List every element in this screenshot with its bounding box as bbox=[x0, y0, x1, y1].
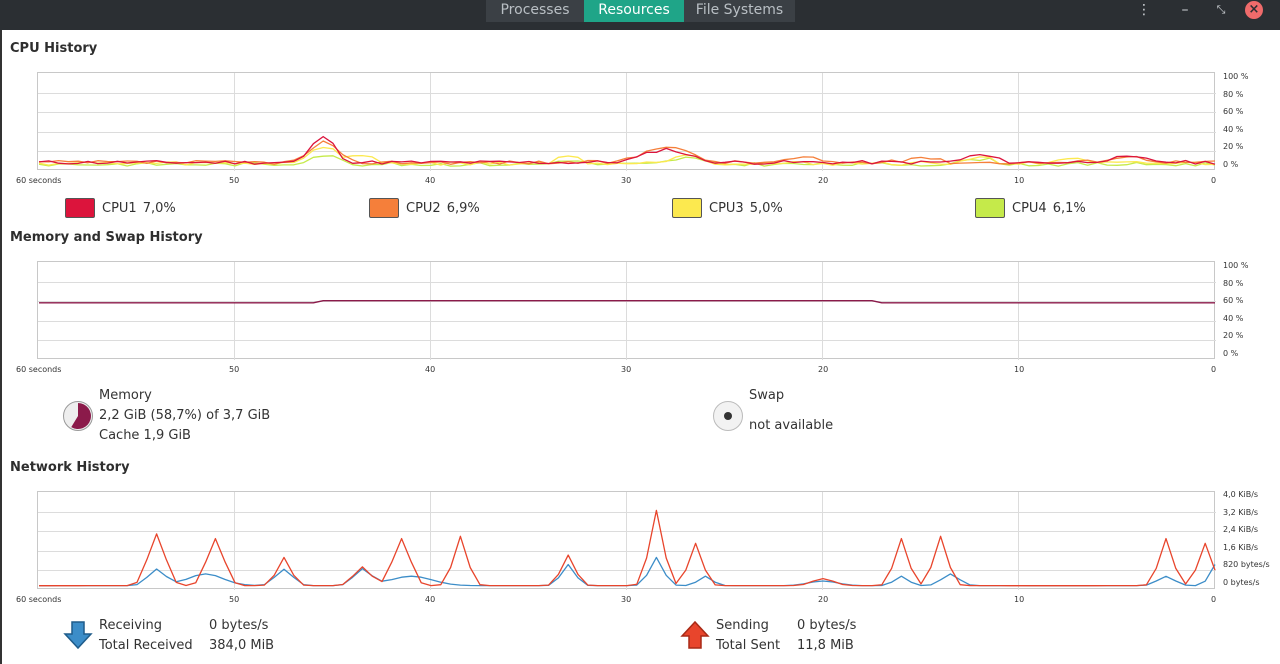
memory-x-tick-label: 30 bbox=[621, 365, 632, 374]
cpu-y-tick-label: 60 % bbox=[1223, 107, 1244, 117]
network-x-tick-label: 20 bbox=[818, 595, 829, 604]
cpu1-value: 7,0% bbox=[142, 200, 176, 216]
memory-y-tick-label: 40 % bbox=[1223, 313, 1244, 323]
cpu-x-tick-label: 20 bbox=[818, 176, 829, 185]
cpu1-label: CPU1 bbox=[102, 200, 137, 216]
total-sent-label: Total Sent bbox=[716, 638, 781, 653]
total-received-label: Total Received bbox=[99, 638, 193, 653]
cpu2-label: CPU2 bbox=[406, 200, 441, 216]
cpu4-color-swatch[interactable] bbox=[975, 198, 1005, 218]
download-arrow-icon[interactable] bbox=[63, 620, 93, 650]
legend-cpu4[interactable]: CPU4 6,1% bbox=[975, 197, 1092, 219]
memory-y-tick-label: 80 % bbox=[1223, 278, 1244, 288]
memory-x-tick-label: 20 bbox=[818, 365, 829, 374]
network-x-tick-label: 0 bbox=[1211, 595, 1217, 604]
swap-info: Swap not available bbox=[749, 386, 833, 436]
maximize-icon[interactable]: ⤡ bbox=[1216, 3, 1226, 16]
network-send-line bbox=[39, 509, 1216, 587]
cpu3-label: CPU3 bbox=[709, 200, 744, 216]
sending-label: Sending bbox=[716, 618, 769, 633]
memory-history-graph bbox=[37, 261, 1216, 360]
tab-file-systems[interactable]: File Systems bbox=[684, 0, 795, 22]
memory-history-title: Memory and Swap History bbox=[10, 230, 203, 245]
memory-y-tick-label: 60 % bbox=[1223, 296, 1244, 306]
network-y-tick-label: 4,0 KiB/s bbox=[1223, 490, 1259, 499]
sending-value: 0 bytes/s bbox=[797, 618, 857, 633]
legend-cpu2[interactable]: CPU2 6,9% bbox=[369, 197, 486, 219]
cpu-x-tick-label: 10 bbox=[1014, 176, 1025, 185]
network-y-tick-label: 2,4 KiB/s bbox=[1223, 525, 1259, 535]
receiving-value: 0 bytes/s bbox=[209, 618, 269, 633]
cpu-x-tick-label: 40 bbox=[425, 176, 436, 185]
network-y-tick-label: 0 bytes/s bbox=[1223, 578, 1260, 587]
network-y-tick-label: 820 bytes/s bbox=[1223, 560, 1270, 570]
kebab-menu-icon[interactable]: ⋮ bbox=[1137, 2, 1151, 18]
network-x-tick-label: 30 bbox=[621, 595, 632, 604]
swap-label: Swap bbox=[749, 388, 785, 403]
tab-processes[interactable]: Processes bbox=[486, 0, 584, 22]
swap-pie-icon[interactable] bbox=[713, 401, 743, 431]
swap-value: not available bbox=[749, 418, 834, 433]
network-x-tick-label: 50 bbox=[229, 595, 240, 604]
cpu-history-graph bbox=[37, 72, 1216, 171]
cpu1-color-swatch[interactable] bbox=[65, 198, 95, 218]
network-x-tick-label: 60 seconds bbox=[16, 595, 62, 604]
legend-cpu1[interactable]: CPU1 7,0% bbox=[65, 197, 182, 219]
memory-cache: Cache 1,9 GiB bbox=[99, 428, 191, 443]
cpu-x-tick-label: 30 bbox=[621, 176, 632, 185]
upload-arrow-icon[interactable] bbox=[680, 620, 710, 650]
cpu-history-title: CPU History bbox=[10, 41, 98, 56]
cpu2-color-swatch[interactable] bbox=[369, 198, 399, 218]
close-icon[interactable]: × bbox=[1245, 1, 1263, 19]
memory-usage: 2,2 GiB (58,7%) of 3,7 GiB bbox=[99, 408, 271, 423]
cpu4-label: CPU4 bbox=[1012, 200, 1047, 216]
memory-y-tick-label: 100 % bbox=[1223, 261, 1249, 270]
cpu-x-tick-label: 0 bbox=[1211, 176, 1217, 185]
cpu-y-tick-label: 100 % bbox=[1223, 72, 1249, 81]
network-history-graph bbox=[37, 491, 1216, 590]
cpu-x-tick-label: 50 bbox=[229, 176, 240, 185]
memory-pie-slice bbox=[71, 403, 91, 429]
cpu1-line bbox=[38, 135, 1216, 165]
memory-x-tick-label: 0 bbox=[1211, 365, 1217, 374]
window-edge bbox=[0, 30, 2, 664]
memory-x-tick-label: 40 bbox=[425, 365, 436, 374]
memory-y-tick-label: 0 % bbox=[1223, 349, 1239, 358]
tab-resources[interactable]: Resources bbox=[584, 0, 684, 22]
cpu4-value: 6,1% bbox=[1052, 200, 1086, 216]
cpu2-value: 6,9% bbox=[446, 200, 480, 216]
cpu-y-tick-label: 20 % bbox=[1223, 142, 1244, 152]
network-y-tick-label: 1,6 KiB/s bbox=[1223, 542, 1259, 552]
memory-x-tick-label: 10 bbox=[1014, 365, 1025, 374]
minimize-icon[interactable]: – bbox=[1181, 2, 1189, 18]
receiving-label: Receiving bbox=[99, 618, 163, 633]
network-x-tick-label: 40 bbox=[425, 595, 436, 604]
network-x-tick-label: 10 bbox=[1014, 595, 1025, 604]
total-sent-value: 11,8 MiB bbox=[797, 638, 854, 653]
cpu-y-tick-label: 40 % bbox=[1223, 124, 1244, 134]
memory-line bbox=[39, 300, 1215, 304]
memory-info: Memory 2,2 GiB (58,7%) of 3,7 GiB Cache … bbox=[99, 386, 270, 446]
network-history-title: Network History bbox=[10, 460, 130, 475]
legend-cpu3[interactable]: CPU3 5,0% bbox=[672, 197, 789, 219]
cpu-x-tick-label: 60 seconds bbox=[16, 176, 62, 185]
network-y-tick-label: 3,2 KiB/s bbox=[1223, 507, 1259, 517]
cpu-y-tick-label: 0 % bbox=[1223, 160, 1239, 169]
memory-y-tick-label: 20 % bbox=[1223, 331, 1244, 341]
memory-label: Memory bbox=[99, 388, 152, 403]
memory-pie-icon[interactable] bbox=[63, 401, 93, 431]
cpu3-value: 5,0% bbox=[749, 200, 783, 216]
cpu-y-tick-label: 80 % bbox=[1223, 89, 1244, 99]
cpu3-color-swatch[interactable] bbox=[672, 198, 702, 218]
memory-x-tick-label: 50 bbox=[229, 365, 240, 374]
title-bar: Processes Resources File Systems ⋮ – ⤡ × bbox=[0, 0, 1280, 30]
memory-x-tick-label: 60 seconds bbox=[16, 365, 62, 374]
tab-bar: Processes Resources File Systems bbox=[486, 0, 795, 22]
total-received-value: 384,0 MiB bbox=[209, 638, 275, 653]
